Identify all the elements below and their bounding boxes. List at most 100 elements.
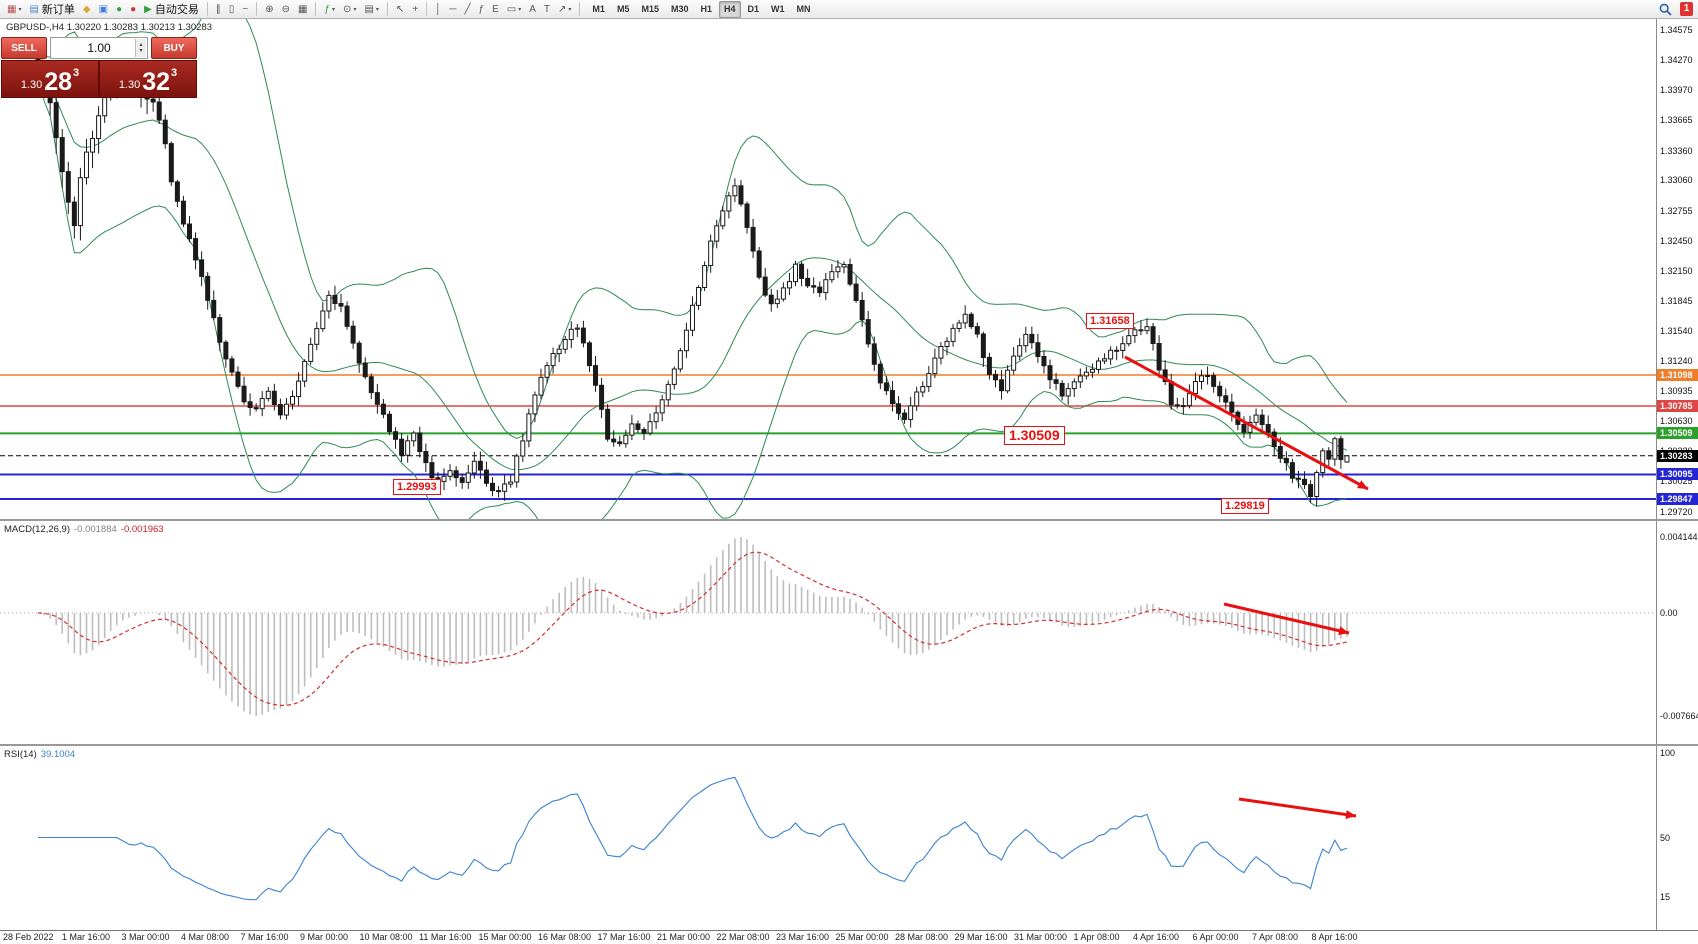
line-chart-icon[interactable]: ~ — [239, 1, 251, 18]
tile-windows-icon[interactable]: ▦ — [295, 1, 310, 18]
toolbar-separator — [315, 2, 317, 16]
dropdown-caret-icon: ▾ — [353, 6, 357, 13]
buy-button[interactable]: BUY — [151, 37, 197, 59]
price-level-badge: 1.31098 — [1657, 368, 1698, 381]
text-icon[interactable]: A — [526, 1, 539, 18]
macd-title: MACD(12,26,9) — [4, 524, 70, 535]
timeframe-w1-button[interactable]: W1 — [771, 3, 785, 14]
timeframe-h1-button[interactable]: H1 — [700, 3, 712, 14]
price-level-badge: 1.30283 — [1657, 449, 1698, 462]
rsi-axis-label: 15 — [1660, 891, 1671, 902]
bar-chart-icon[interactable]: ∥ — [213, 1, 224, 18]
timeframe-m5-button[interactable]: M5 — [616, 3, 630, 14]
timeframe-m15-button[interactable]: M15 — [641, 3, 659, 14]
autotrade-button-glyph: ▶ — [144, 3, 152, 15]
vertical-line-icon[interactable]: │ — [432, 1, 444, 18]
line-chart-icon-glyph: ~ — [242, 3, 249, 15]
indicators-icon[interactable]: ƒ ▾ — [321, 1, 338, 18]
terminal-icon[interactable]: ● — [127, 1, 139, 18]
crosshair-icon[interactable]: + — [409, 1, 421, 18]
chart-window-icon[interactable]: ▣ — [96, 1, 111, 18]
horizontal-line-icon[interactable]: ─ — [446, 1, 459, 18]
navigator-icon-glyph: ● — [116, 3, 123, 15]
volume-input[interactable]: 1.00 ▴ ▾ — [50, 37, 148, 59]
search-icon — [1659, 3, 1672, 16]
search-button[interactable] — [1656, 1, 1675, 18]
marketwatch-icon[interactable]: ◆ — [80, 1, 94, 18]
trendline-icon-glyph: ╱ — [464, 3, 471, 15]
timeframe-h4-button[interactable]: H4 — [719, 0, 741, 18]
dropdown-caret-icon: ▾ — [18, 6, 22, 13]
templates-icon[interactable]: ▤ ▾ — [361, 1, 381, 18]
price-axis[interactable]: 1.34575 1.34270 1.33970 1.33665 1.33360 1.330… — [1656, 19, 1698, 930]
volume-down-icon[interactable]: ▾ — [139, 48, 143, 54]
macd-signal-value: -0.001963 — [120, 524, 164, 535]
panel-separator[interactable] — [0, 744, 1698, 746]
autotrade-button[interactable]: ▶ 自动交易 — [141, 1, 202, 18]
time-axis-label: 28 Mar 08:00 — [895, 932, 949, 942]
cursor-icon[interactable]: ↖ — [393, 1, 407, 18]
vertical-line-icon-glyph: │ — [435, 3, 442, 15]
time-axis[interactable]: 28 Feb 2022 1 Mar 16:00 3 Mar 00:00 4 Mar 0… — [0, 930, 1698, 944]
fibonacci-icon[interactable]: ƒ — [476, 1, 488, 18]
trendline-icon[interactable]: ╱ — [462, 1, 474, 18]
volume-spinner[interactable]: ▴ ▾ — [135, 39, 146, 57]
notification-badge[interactable]: 1 — [1680, 2, 1693, 16]
time-axis-label: 6 Apr 00:00 — [1192, 932, 1239, 942]
zoom-out-icon[interactable]: ⊖ — [279, 1, 293, 18]
templates-icon-glyph: ▤ — [364, 3, 374, 15]
timeframe-m30-button[interactable]: M30 — [670, 3, 689, 14]
price-tick: 1.34270 — [1660, 55, 1693, 66]
rsi-axis-label: 100 — [1660, 748, 1676, 758]
sell-button[interactable]: SELL — [1, 37, 47, 59]
time-axis-label: 1 Mar 16:00 — [62, 932, 111, 942]
fibonacci-icon-glyph: ƒ — [478, 3, 485, 15]
rsi-title: RSI(14) — [4, 749, 37, 760]
candlestick-chart-icon[interactable]: ▯ — [226, 1, 238, 18]
buy-price-pips: 32 — [142, 68, 171, 96]
timeframe-mn-button[interactable]: MN — [796, 3, 811, 14]
time-axis-label: 28 Feb 2022 — [3, 932, 54, 942]
time-axis-label: 25 Mar 00:00 — [835, 932, 889, 942]
timeframe-d1-button[interactable]: D1 — [747, 3, 760, 14]
time-axis-label: 8 Apr 16:00 — [1311, 932, 1358, 942]
price-level-lines — [0, 374, 1656, 501]
volume-up-icon[interactable]: ▴ — [139, 42, 143, 48]
dropdown-caret-icon: ▾ — [568, 6, 572, 13]
timeframe-m1-button[interactable]: M1 — [592, 3, 605, 14]
price-annotation: 1.31658 — [1086, 313, 1134, 329]
price-level-badge: 1.29847 — [1657, 493, 1698, 506]
buy-price-prefix: 1.30 — [118, 79, 141, 91]
zoom-in-icon[interactable]: ⊕ — [262, 1, 276, 18]
price-tick: 1.33665 — [1660, 115, 1693, 126]
time-axis-label: 4 Mar 08:00 — [181, 932, 230, 942]
toolbar-separator — [386, 2, 388, 16]
chart-window-icon-glyph: ▣ — [98, 3, 109, 15]
terminal-icon-glyph: ● — [130, 3, 137, 15]
price-tick: 1.31540 — [1660, 326, 1693, 337]
macd-axis-label: -0.007664 — [1660, 711, 1698, 721]
autotrade-button-label: 自动交易 — [154, 4, 199, 16]
buy-price-point: 3 — [171, 67, 178, 79]
panel-separator[interactable] — [0, 519, 1698, 521]
periods-icon[interactable]: ⊙ ▾ — [340, 1, 359, 18]
navigator-icon[interactable]: ● — [113, 1, 125, 18]
shapes-icon[interactable]: ▭ ▾ — [504, 1, 524, 18]
indicators-icon-glyph: ƒ — [324, 3, 331, 15]
new-order-button-label: 新订单 — [41, 4, 75, 16]
new-chart-icon[interactable]: ▦ ▾ — [4, 1, 24, 18]
new-order-button[interactable]: ▤ 新订单 — [26, 1, 77, 18]
label-icon[interactable]: T — [541, 1, 553, 18]
buy-price-display[interactable]: 1.30 32 3 — [99, 60, 197, 98]
rsi-value: 39.1004 — [40, 749, 76, 760]
horizontal-line-icon-glyph: ─ — [449, 3, 457, 15]
time-axis-label: 10 Mar 08:00 — [359, 932, 413, 942]
price-tick: 1.30025 — [1660, 476, 1693, 487]
price-level-badge: 1.30785 — [1657, 399, 1698, 412]
elliott-wave-icon[interactable]: E — [489, 1, 502, 18]
dropdown-caret-icon: ▾ — [332, 6, 336, 13]
sell-price-display[interactable]: 1.30 28 3 — [1, 60, 99, 98]
arrow-tool-icon[interactable]: ↗ ▾ — [555, 1, 574, 18]
time-axis-label: 23 Mar 16:00 — [776, 932, 830, 942]
